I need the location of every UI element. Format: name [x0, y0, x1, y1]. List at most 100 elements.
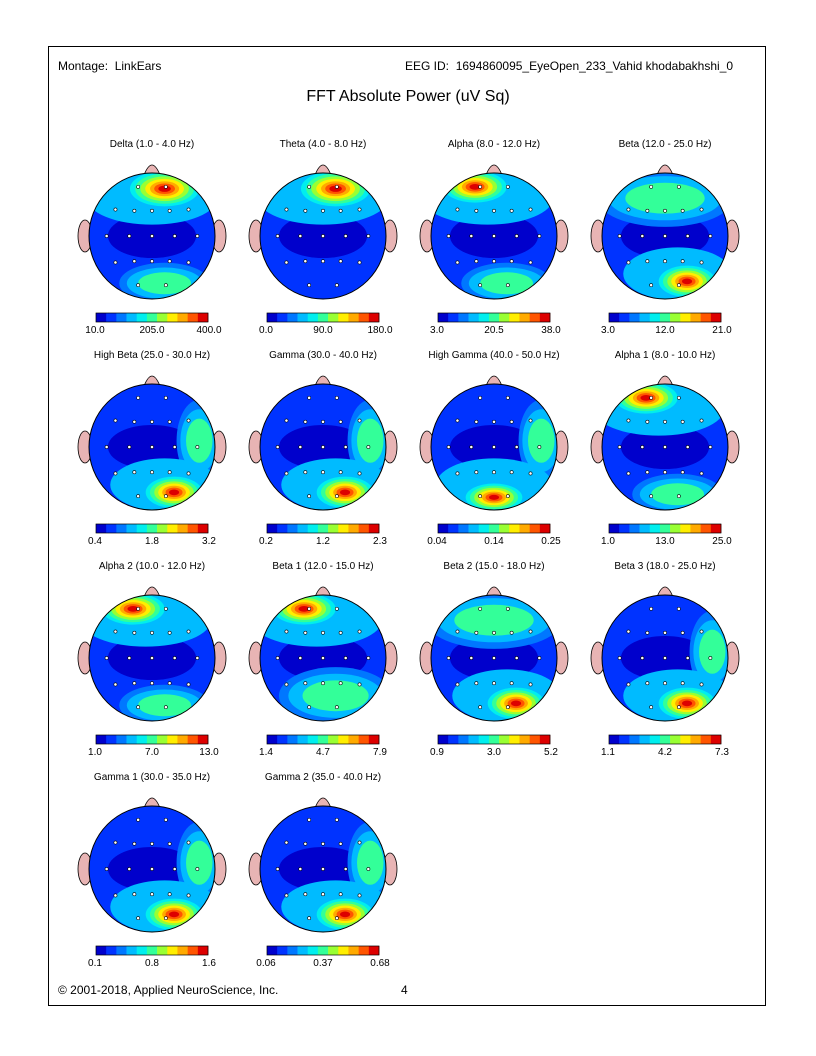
topomap-title: Gamma (30.0 - 40.0 Hz) [269, 350, 377, 361]
electrode-marker [537, 234, 542, 238]
electrode-marker [645, 259, 650, 264]
electrode-marker [343, 445, 348, 449]
topomap-5: High Beta (25.0 - 30.0 Hz) 0.4 1.8 3.2 [77, 350, 227, 547]
topomap-2: Theta (4.0 - 8.0 Hz) 0.0 90.0 180.0 [248, 139, 398, 336]
color-scale-bar [437, 312, 551, 323]
electrode-marker [680, 470, 685, 475]
electrode-marker [303, 419, 308, 424]
electrode-marker [186, 471, 191, 476]
electrode-marker [334, 283, 339, 288]
electrode-marker [303, 681, 308, 686]
electrode-marker [509, 419, 514, 424]
electrode-marker [626, 260, 631, 265]
scale-tick-label: 0.14 [484, 536, 504, 547]
scale-tick-label: 1.0 [88, 747, 102, 758]
electrode-marker [338, 470, 343, 475]
electrode-marker [626, 471, 631, 476]
electrode-marker [649, 606, 654, 611]
electrode-marker [338, 681, 343, 686]
electrode-marker [167, 208, 172, 213]
scale-tick-label: 1.1 [601, 747, 615, 758]
electrode-marker [284, 207, 289, 212]
electrode-marker [113, 207, 118, 212]
topomap-title: Beta (12.0 - 25.0 Hz) [619, 139, 712, 150]
topomap-title: Beta 2 (15.0 - 18.0 Hz) [443, 561, 544, 572]
electrode-marker [626, 207, 631, 212]
electrode-marker [505, 494, 510, 499]
electrode-marker [284, 893, 289, 898]
color-scale-bar [437, 734, 551, 745]
electrode-marker [366, 656, 371, 660]
color-scale-bar [266, 734, 380, 745]
electrode-marker [334, 705, 339, 710]
scale-tick-label: 13.0 [199, 747, 219, 758]
electrode-marker [163, 395, 168, 400]
electrode-marker [469, 656, 474, 660]
electrode-marker [127, 867, 132, 871]
topomap-field [431, 384, 557, 510]
electrode-marker [167, 470, 172, 475]
electrode-marker [136, 184, 141, 189]
copyright-text: © 2001-2018, Applied NeuroScience, Inc. [58, 983, 279, 997]
electrode-marker [505, 395, 510, 400]
scale-tick-label: 1.0 [601, 536, 615, 547]
topomap-field [431, 595, 557, 721]
electrode-marker [334, 916, 339, 921]
electrode-marker [680, 681, 685, 686]
electrode-marker [163, 184, 168, 189]
electrode-marker [649, 184, 654, 189]
color-scale-bar [266, 312, 380, 323]
electrode-marker [708, 445, 713, 449]
electrode-marker [474, 681, 479, 686]
electrode-marker [357, 260, 362, 265]
electrode-marker [514, 656, 519, 660]
electrode-marker [150, 208, 154, 213]
electrode-marker [492, 419, 496, 424]
electrode-marker [528, 418, 533, 423]
electrode-marker [307, 184, 312, 189]
scale-tick-label: 0.8 [145, 958, 159, 969]
electrode-marker [676, 494, 681, 499]
electrode-marker [640, 445, 645, 449]
topomap-title: High Beta (25.0 - 30.0 Hz) [94, 350, 210, 361]
electrode-marker [163, 817, 168, 822]
electrode-marker [127, 234, 132, 238]
electrode-marker [663, 259, 667, 264]
electrode-marker [676, 283, 681, 288]
electrode-marker [366, 867, 371, 871]
electrode-marker [446, 656, 451, 660]
electrode-marker [645, 681, 650, 686]
electrode-marker [699, 418, 704, 423]
electrode-marker [626, 682, 631, 687]
electrode-marker [195, 445, 200, 449]
scale-tick-label: 5.2 [544, 747, 558, 758]
topomap-title: Gamma 2 (35.0 - 40.0 Hz) [265, 772, 381, 783]
scale-tick-label: 7.3 [715, 747, 729, 758]
electrode-marker [136, 606, 141, 611]
electrode-marker [298, 445, 303, 449]
topomap-field [260, 806, 386, 932]
electrode-marker [343, 656, 348, 660]
eeg-id-value: 1694860095_EyeOpen_233_Vahid khodabakhsh… [455, 59, 734, 73]
scale-tick-label: 0.25 [541, 536, 561, 547]
electrode-marker [645, 470, 650, 475]
electrode-marker [366, 234, 371, 238]
electrode-marker [321, 841, 325, 846]
electrode-marker [334, 606, 339, 611]
electrode-marker [357, 418, 362, 423]
electrode-marker [136, 916, 141, 921]
electrode-marker [649, 283, 654, 288]
scale-tick-label: 10.0 [85, 325, 105, 336]
electrode-marker [167, 892, 172, 897]
electrode-marker [186, 682, 191, 687]
scale-tick-label: 7.0 [145, 747, 159, 758]
electrode-marker [509, 470, 514, 475]
electrode-marker [275, 867, 280, 871]
electrode-marker [284, 418, 289, 423]
scale-tick-label: 0.68 [370, 958, 390, 969]
electrode-marker [298, 656, 303, 660]
electrode-marker [357, 893, 362, 898]
scale-tick-label: 3.0 [601, 325, 615, 336]
electrode-marker [343, 234, 348, 238]
electrode-marker [685, 234, 690, 238]
